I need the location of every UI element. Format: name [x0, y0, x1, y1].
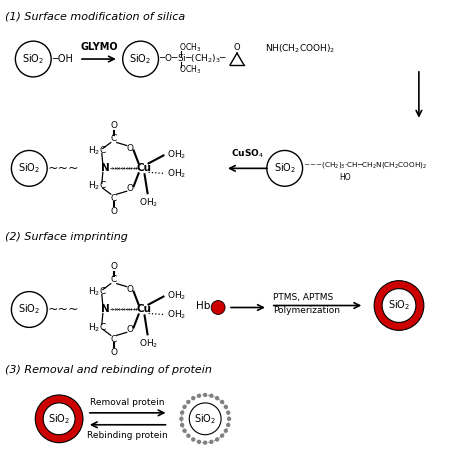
Text: Polymerization: Polymerization [273, 306, 340, 315]
Text: H$_2$C: H$_2$C [88, 285, 107, 298]
Text: (2) Surface imprinting: (2) Surface imprinting [5, 232, 128, 242]
Circle shape [43, 403, 75, 435]
Circle shape [215, 396, 219, 400]
Text: SiO$_2$: SiO$_2$ [18, 303, 40, 316]
Text: PTMS, APTMS: PTMS, APTMS [273, 293, 333, 302]
Circle shape [220, 400, 224, 404]
Circle shape [226, 423, 230, 427]
Circle shape [180, 423, 184, 427]
Text: Rebinding protein: Rebinding protein [87, 431, 168, 440]
Circle shape [211, 300, 225, 314]
Text: H$_2$C: H$_2$C [88, 321, 107, 333]
Circle shape [227, 417, 231, 421]
Text: ─OH: ─OH [52, 54, 73, 64]
Text: SiO$_2$: SiO$_2$ [194, 412, 216, 426]
Text: SiO$_2$: SiO$_2$ [273, 161, 296, 175]
Circle shape [182, 429, 187, 433]
Text: C: C [110, 275, 117, 284]
Text: SiO$_2$: SiO$_2$ [18, 161, 40, 175]
Circle shape [35, 395, 83, 443]
Text: SiO$_2$: SiO$_2$ [129, 52, 152, 66]
Text: Cu: Cu [136, 164, 151, 173]
Text: CuSO$_4$: CuSO$_4$ [231, 148, 264, 160]
Text: NH(CH$_2$COOH)$_2$: NH(CH$_2$COOH)$_2$ [265, 43, 335, 55]
Circle shape [180, 410, 184, 415]
Text: O: O [110, 348, 117, 357]
Text: SiO$_2$: SiO$_2$ [48, 412, 70, 426]
Text: O: O [126, 285, 133, 294]
Text: (1) Surface modification of silica: (1) Surface modification of silica [5, 11, 186, 21]
Text: O: O [126, 144, 133, 153]
Text: OCH$_3$: OCH$_3$ [179, 42, 201, 54]
Text: O: O [110, 121, 117, 130]
Circle shape [220, 434, 224, 438]
Text: SiO$_2$: SiO$_2$ [22, 52, 45, 66]
Text: O: O [110, 262, 117, 271]
Circle shape [186, 434, 191, 438]
Text: OH$_2$: OH$_2$ [139, 337, 158, 350]
Text: O: O [110, 207, 117, 216]
Circle shape [186, 400, 191, 404]
Text: N: N [101, 304, 110, 314]
Text: OH$_2$: OH$_2$ [167, 289, 187, 302]
Circle shape [191, 437, 195, 442]
Text: OH$_2$: OH$_2$ [167, 308, 187, 321]
Circle shape [203, 440, 208, 445]
Text: H$_2$C: H$_2$C [88, 180, 107, 193]
Circle shape [215, 437, 219, 442]
Circle shape [203, 393, 208, 397]
Text: HO: HO [339, 173, 351, 182]
Text: Removal protein: Removal protein [91, 398, 165, 407]
Text: GLYMO: GLYMO [80, 42, 118, 52]
Text: ~~~: ~~~ [47, 162, 79, 175]
Circle shape [197, 394, 201, 398]
Circle shape [374, 281, 424, 330]
Circle shape [179, 417, 183, 421]
Circle shape [382, 289, 416, 323]
Circle shape [224, 405, 228, 409]
Text: ~~~(CH$_2$)$_3$·CH─CH$_2$N(CH$_2$COOH)$_2$: ~~~(CH$_2$)$_3$·CH─CH$_2$N(CH$_2$COOH)$_… [302, 160, 427, 170]
Text: ─O─Si─(CH$_2$)$_3$─: ─O─Si─(CH$_2$)$_3$─ [159, 53, 228, 65]
Text: SiO$_2$: SiO$_2$ [388, 299, 410, 313]
Circle shape [197, 440, 201, 444]
Text: Hb: Hb [196, 300, 210, 310]
Text: H$_2$C: H$_2$C [88, 144, 107, 157]
Circle shape [209, 394, 214, 398]
Circle shape [191, 396, 195, 400]
Text: OH$_2$: OH$_2$ [167, 167, 187, 179]
Circle shape [182, 405, 187, 409]
Text: O: O [126, 184, 133, 193]
Circle shape [226, 410, 230, 415]
Text: OCH$_3$: OCH$_3$ [179, 64, 201, 76]
Text: (3) Removal and rebinding of protein: (3) Removal and rebinding of protein [5, 365, 212, 375]
Text: C: C [110, 194, 117, 202]
Text: OH$_2$: OH$_2$ [167, 148, 187, 161]
Circle shape [189, 403, 221, 435]
Text: Cu: Cu [136, 304, 151, 314]
Text: OH$_2$: OH$_2$ [139, 196, 158, 209]
Text: C: C [110, 134, 117, 143]
Text: ~~~: ~~~ [47, 303, 79, 316]
Circle shape [209, 440, 214, 444]
Text: C: C [110, 335, 117, 344]
Text: N: N [101, 164, 110, 173]
Text: O: O [234, 43, 240, 52]
Text: O: O [126, 325, 133, 334]
Circle shape [224, 429, 228, 433]
